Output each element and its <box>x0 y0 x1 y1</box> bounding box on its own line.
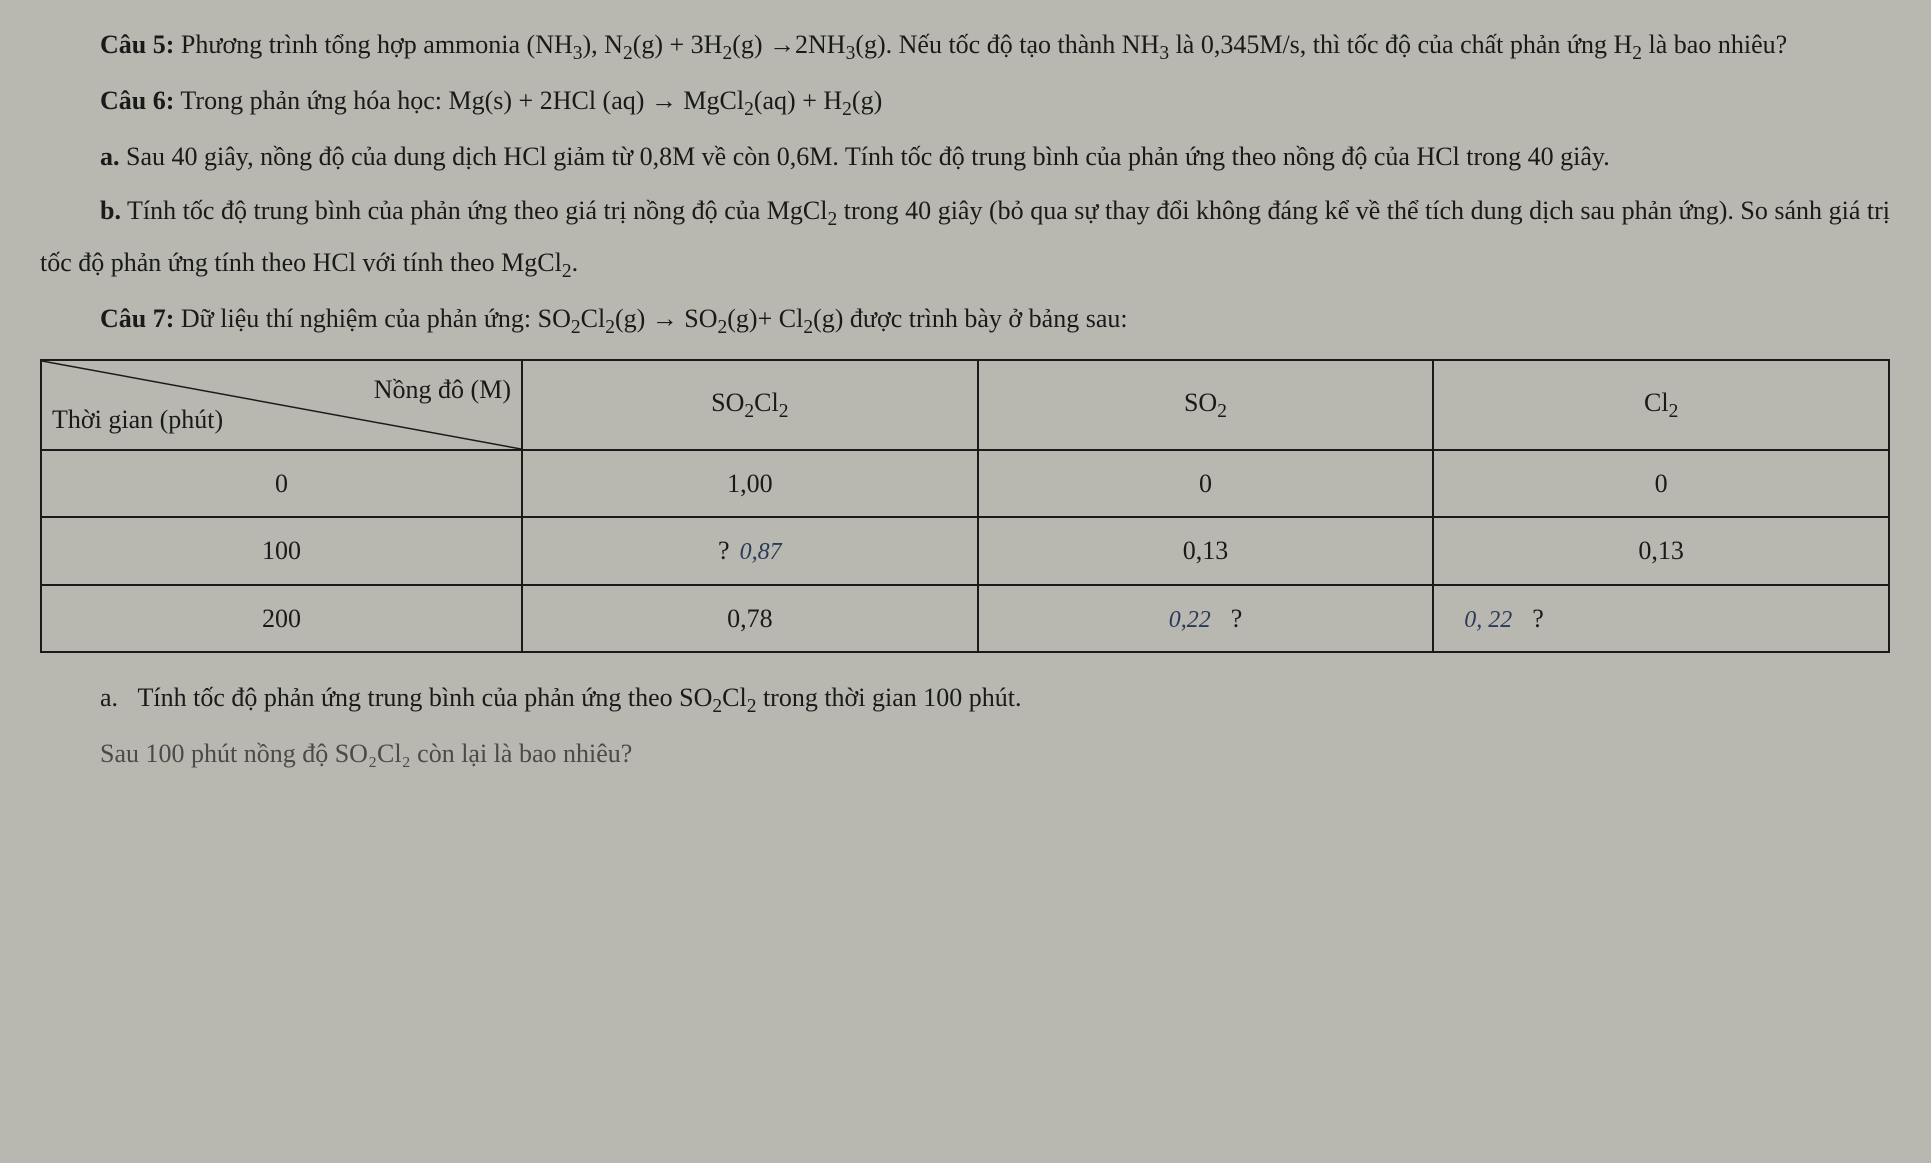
data-cell: ?0,87 <box>522 517 978 585</box>
time-cell: 100 <box>41 517 522 585</box>
q6a-label: a. <box>100 142 120 171</box>
data-cell: 0, 22? <box>1433 585 1889 653</box>
table-corner-cell: Nồng đô (M) Thời gian (phút) <box>41 360 522 450</box>
question-6b: b. Tính tốc độ trung bình của phản ứng t… <box>40 186 1890 290</box>
q6b-label: b. <box>100 196 121 225</box>
table-row: 0 1,00 0 0 <box>41 450 1889 517</box>
data-cell: 0 <box>1433 450 1889 517</box>
data-cell: 0,13 <box>978 517 1434 585</box>
q5-label: Câu 5: <box>100 30 174 59</box>
q7a-letter: a. <box>100 683 118 712</box>
time-cell: 0 <box>41 450 522 517</box>
table-header-row: Nồng đô (M) Thời gian (phút) SO2Cl2 SO2 … <box>41 360 1889 450</box>
question-7b-cutoff: Sau 100 phút nồng độ SO₂Cl₂ còn lại là b… <box>40 729 1890 778</box>
data-cell: 1,00 <box>522 450 978 517</box>
time-cell: 200 <box>41 585 522 653</box>
handwritten-answer: 0,87 <box>740 539 782 565</box>
question-5: Câu 5: Phương trình tổng hợp ammonia (NH… <box>40 20 1890 72</box>
q5-text-1: Phương trình tổng hợp ammonia (NH <box>174 30 572 59</box>
question-7: Câu 7: Dữ liệu thí nghiệm của phản ứng: … <box>40 294 1890 346</box>
q6-label: Câu 6: <box>100 86 174 115</box>
data-table: Nồng đô (M) Thời gian (phút) SO2Cl2 SO2 … <box>40 359 1890 654</box>
question-6: Câu 6: Trong phản ứng hóa học: Mg(s) + 2… <box>40 76 1890 128</box>
q7-label: Câu 7: <box>100 304 174 333</box>
data-cell: 0 <box>978 450 1434 517</box>
col-so2: SO2 <box>978 360 1434 450</box>
table-row: 100 ?0,87 0,13 0,13 <box>41 517 1889 585</box>
data-cell: 0,13 <box>1433 517 1889 585</box>
handwritten-answer: 0,22 <box>1169 607 1211 633</box>
col-so2cl2: SO2Cl2 <box>522 360 978 450</box>
question-6a: a. Sau 40 giây, nồng độ của dung dịch HC… <box>40 132 1890 181</box>
header-top-label: Nồng đô (M) <box>374 365 511 414</box>
data-cell: 0,78 <box>522 585 978 653</box>
document-content: Câu 5: Phương trình tổng hợp ammonia (NH… <box>40 20 1890 779</box>
question-7a: a. Tính tốc độ phản ứng trung bình của p… <box>40 673 1890 725</box>
handwritten-answer: 0, 22 <box>1464 607 1512 633</box>
header-bottom-label: Thời gian (phút) <box>52 395 223 444</box>
data-cell: 0,22? <box>978 585 1434 653</box>
table-row: 200 0,78 0,22? 0, 22? <box>41 585 1889 653</box>
col-cl2: Cl2 <box>1433 360 1889 450</box>
